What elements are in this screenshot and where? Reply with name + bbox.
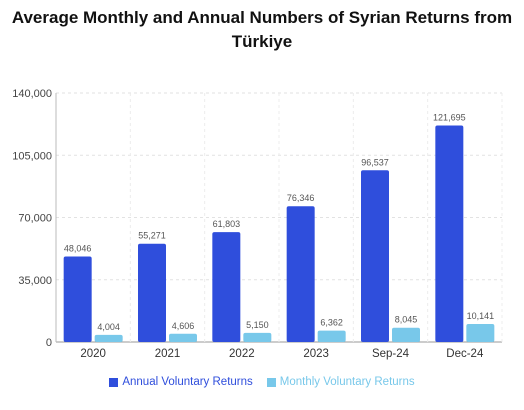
data-label: 48,046 — [64, 244, 92, 254]
data-label: 55,271 — [138, 231, 166, 241]
data-label: 6,362 — [320, 318, 343, 328]
bar — [392, 327, 420, 342]
data-label: 8,045 — [395, 315, 418, 325]
bar-chart: 0 35,000 70,000 105,000 140,000 48,046 4,004 20… — [12, 88, 503, 360]
bar — [286, 206, 315, 342]
bar — [466, 323, 495, 342]
bar — [138, 243, 166, 342]
bar — [94, 334, 123, 342]
data-label: 61,803 — [213, 219, 241, 229]
legend-item-monthly[interactable]: Monthly Voluntary Returns — [266, 376, 415, 388]
x-tick-label: 2021 — [155, 348, 181, 360]
y-tick-label: 0 — [46, 337, 52, 349]
data-label: 76,346 — [287, 193, 315, 203]
bar — [169, 333, 197, 342]
bar — [361, 170, 389, 342]
data-label: 10,141 — [467, 311, 495, 321]
bar — [243, 332, 272, 342]
bar — [435, 125, 464, 342]
legend-label-monthly: Monthly Voluntary Returns — [279, 376, 415, 388]
data-label: 96,537 — [361, 157, 389, 167]
bar — [212, 232, 241, 342]
chart-title-line-1: Average Monthly and Annual Numbers of Sy… — [11, 8, 513, 27]
x-tick-label: 2023 — [303, 348, 329, 360]
x-tick-label: Dec-24 — [446, 348, 484, 360]
y-tick-label: 140,000 — [12, 88, 52, 100]
x-tick-label: Sep-24 — [372, 348, 410, 360]
legend-item-annual[interactable]: Annual Voluntary Returns — [109, 376, 253, 388]
bar — [63, 256, 92, 342]
data-label: 4,606 — [172, 321, 195, 331]
y-tick-label: 35,000 — [18, 275, 52, 287]
data-label: 121,695 — [433, 113, 466, 123]
data-label: 4,004 — [97, 322, 120, 332]
y-tick-label: 105,000 — [12, 150, 52, 162]
chart-title-line-2: Türkiye — [231, 32, 293, 51]
legend-swatch-monthly — [266, 377, 276, 387]
chart-title: Average Monthly and Annual Numbers of Sy… — [0, 6, 524, 54]
legend[interactable]: Annual Voluntary Returns Monthly Volunta… — [0, 376, 524, 388]
y-tick-label: 70,000 — [18, 213, 52, 225]
bar — [317, 330, 346, 342]
x-tick-label: 2022 — [229, 348, 255, 360]
legend-swatch-annual — [109, 377, 119, 387]
legend-label-annual: Annual Voluntary Returns — [122, 376, 253, 388]
data-label: 5,150 — [246, 320, 269, 330]
x-tick-label: 2020 — [80, 348, 106, 360]
